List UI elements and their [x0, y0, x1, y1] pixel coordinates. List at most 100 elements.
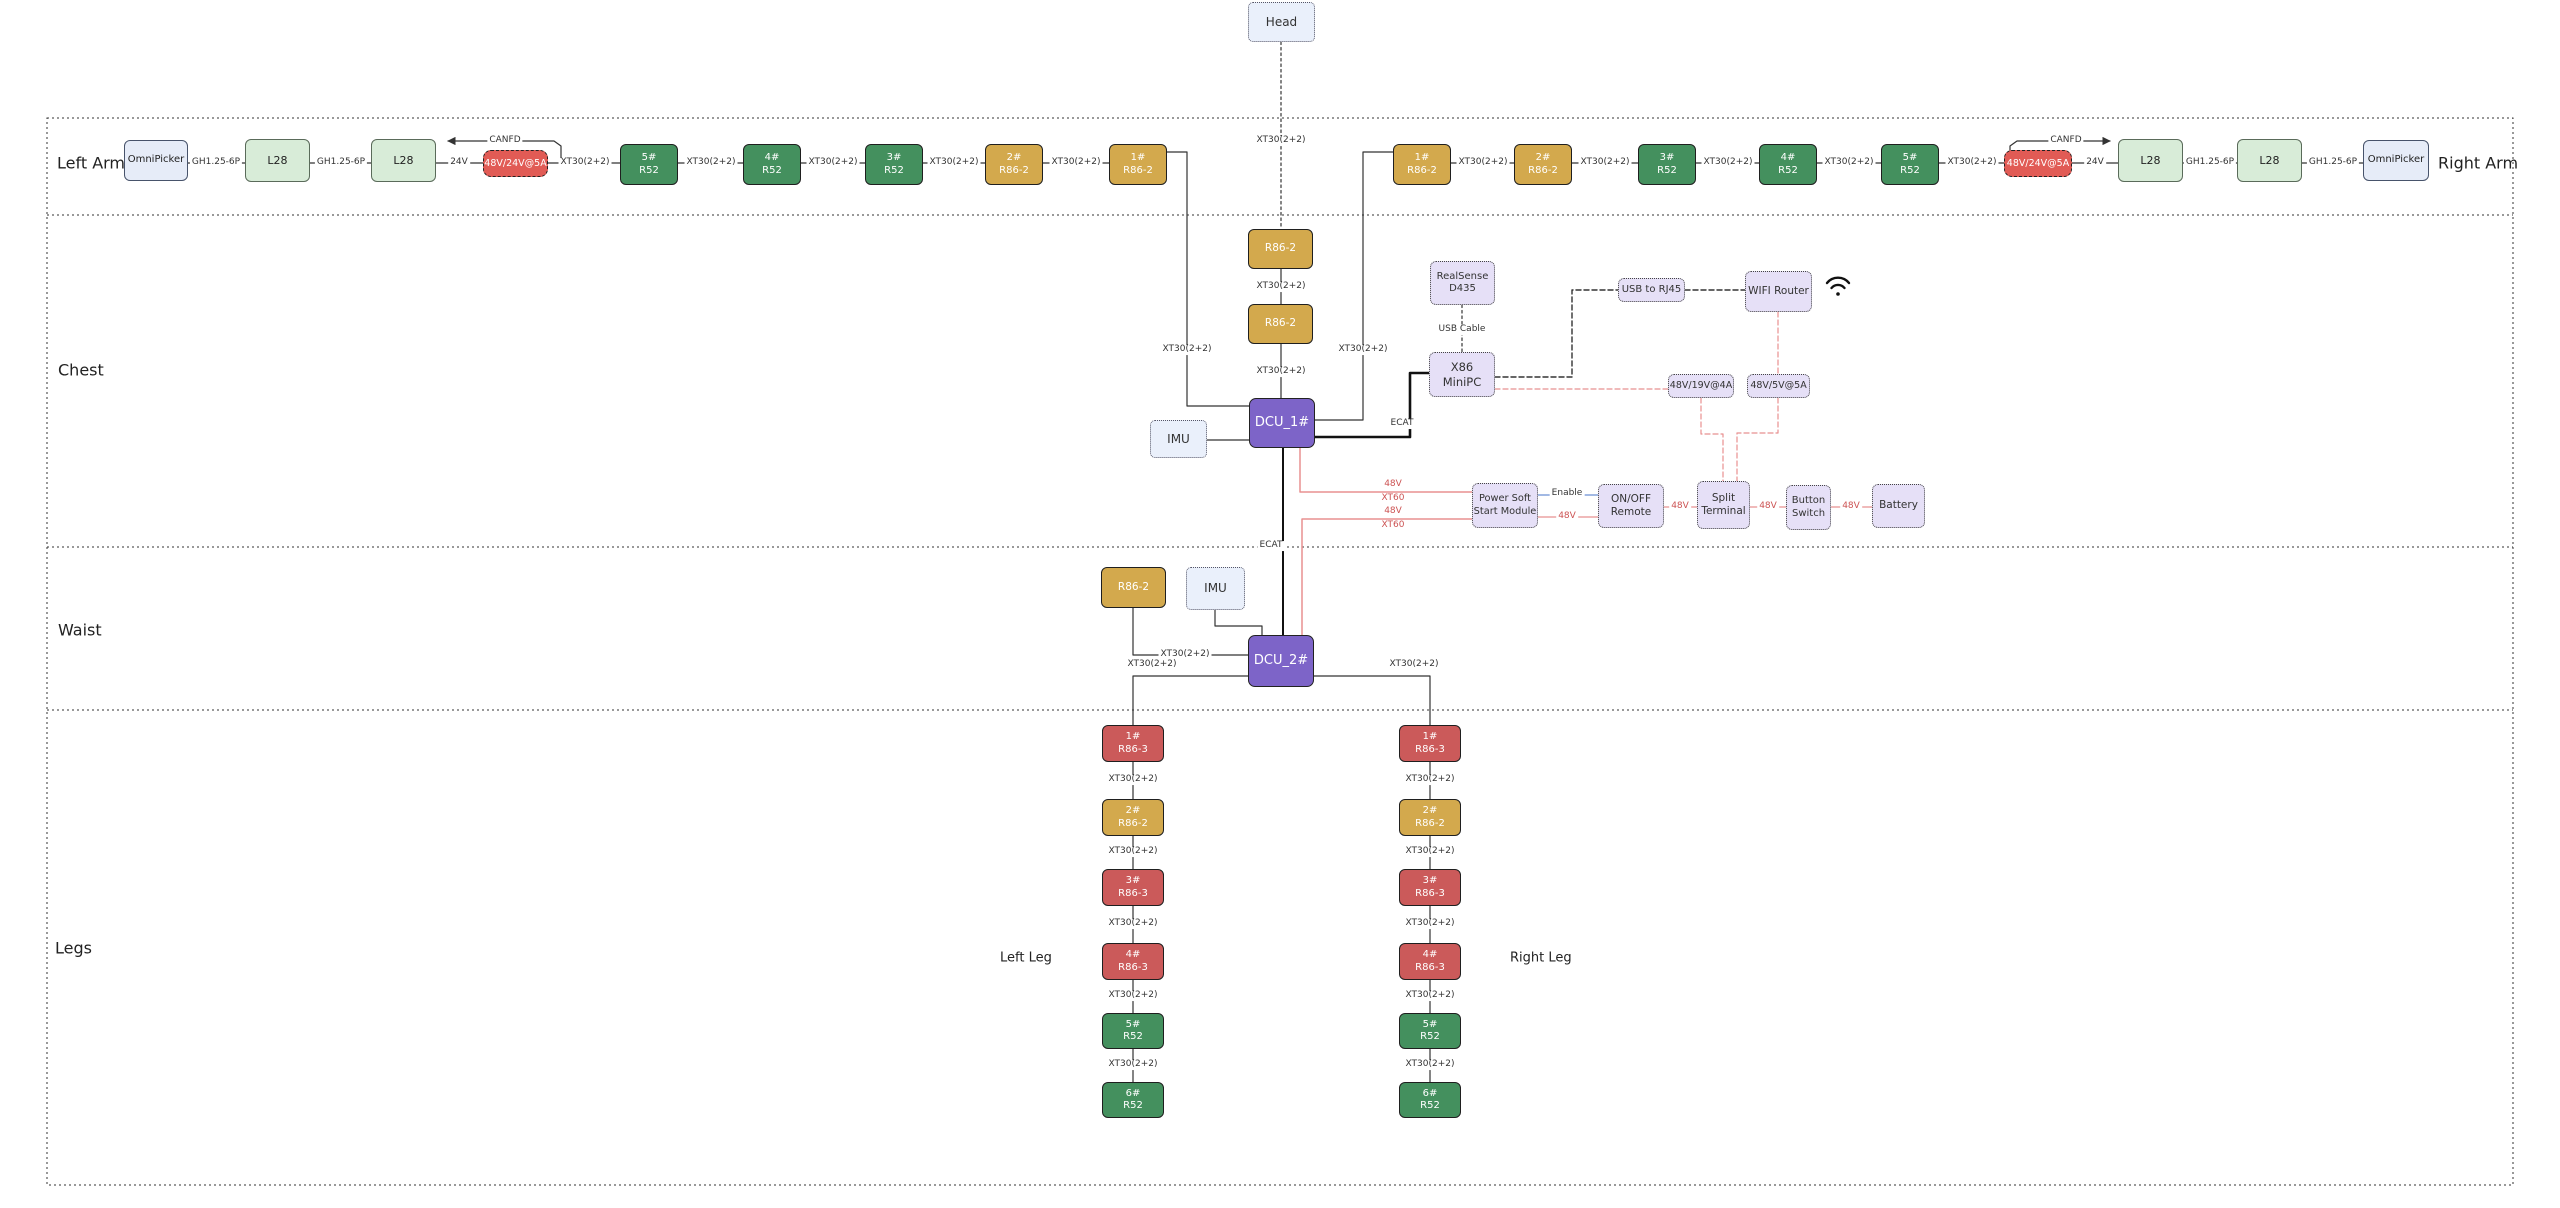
node-label: Start Module	[1473, 505, 1537, 517]
wire-label: XT30(2+2)	[1106, 990, 1160, 1001]
wire-label: GH1.25-6P	[314, 157, 368, 168]
node-label: OmniPicker	[2367, 154, 2425, 166]
node-psu-right: 48V/24V@5A	[2004, 150, 2072, 177]
node-label: 5#	[641, 152, 657, 163]
node-label: 4#	[1422, 949, 1438, 960]
wire-label: GH1.25-6P	[189, 157, 243, 168]
node-label: 48V/19V@4A	[1669, 380, 1733, 392]
node-label: R86-2	[1264, 317, 1297, 330]
wire-arm1-dcu1-left	[1166, 151, 1250, 407]
node-label: 4#	[1780, 152, 1796, 163]
node-l28-right-inner: L28	[2118, 139, 2183, 182]
wire-label: Enable	[1549, 488, 1585, 499]
node-arm-right-1: 1# R86-2	[1393, 144, 1451, 185]
node-head: Head	[1248, 2, 1315, 42]
node-label: R52	[639, 164, 659, 176]
node-omnipicker-right: OmniPicker	[2363, 140, 2429, 181]
node-label: R52	[1657, 164, 1677, 176]
wire-label: XT60	[1379, 520, 1407, 531]
node-label: Button	[1791, 495, 1826, 506]
node-arm-right-4: 4# R52	[1759, 144, 1817, 185]
node-label: 48V/24V@5A	[2006, 157, 2070, 169]
node-arm-left-1: 1# R86-2	[1109, 144, 1167, 185]
wire-label: XT30(2+2)	[1254, 281, 1308, 292]
wire-label: XT30(2+2)	[1822, 157, 1876, 168]
wire-label: 24V	[448, 157, 470, 168]
node-wifi-router: WIFI Router	[1745, 271, 1812, 312]
node-label: 2#	[1125, 805, 1141, 816]
node-leg-right-2: 2# R86-2	[1399, 799, 1461, 836]
node-leg-right-6: 6# R52	[1399, 1082, 1461, 1118]
node-imu-chest: IMU	[1150, 420, 1207, 458]
wire-label: XT30(2+2)	[1125, 659, 1179, 670]
wire-label: GH1.25-6P	[2306, 157, 2360, 168]
node-label: R52	[1420, 1031, 1440, 1042]
node-label: L28	[2259, 153, 2280, 167]
wire-label: XT30(2+2)	[558, 157, 612, 168]
wire-label: USB Cable	[1436, 324, 1488, 335]
wire-label: 48V	[1382, 479, 1404, 490]
node-power-soft-start-module: Power Soft Start Module	[1472, 483, 1538, 528]
wire-label: 48V	[1757, 501, 1779, 512]
wire-conv5v-split	[1736, 397, 1779, 482]
wire-conv19v-split	[1700, 397, 1724, 482]
wire-48v-dcu1-pssm	[1299, 447, 1473, 493]
node-label: DCU_1#	[1254, 414, 1310, 430]
wire-label: XT30(2+2)	[1403, 846, 1457, 857]
node-label: 2#	[1535, 152, 1551, 163]
wire-label: 48V	[1382, 506, 1404, 517]
node-leg-left-2: 2# R86-2	[1102, 799, 1164, 836]
node-dcu-2: DCU_2#	[1248, 635, 1314, 687]
wire-label: XT30(2+2)	[1254, 366, 1308, 377]
wire-label: XT60	[1379, 493, 1407, 504]
node-label: MiniPC	[1442, 374, 1482, 389]
node-label: L28	[267, 153, 288, 167]
node-l28-left-inner: L28	[371, 139, 436, 182]
node-label: 3#	[1659, 152, 1675, 163]
node-leg-left-4: 4# R86-3	[1102, 943, 1164, 980]
wire-label: 48V	[1840, 501, 1862, 512]
node-label: 2#	[1006, 152, 1022, 163]
wire-label: XT30(2+2)	[1106, 918, 1160, 929]
wire-label: XT30(2+2)	[1403, 918, 1457, 929]
wire-label: XT30(2+2)	[1578, 157, 1632, 168]
node-label: R86-2	[999, 164, 1029, 176]
node-label: R86-2	[1415, 817, 1445, 829]
wire-label: 48V	[1669, 501, 1691, 512]
node-label: 1#	[1414, 152, 1430, 163]
wire-label: 48V	[1556, 511, 1578, 522]
node-label: R86-3	[1118, 743, 1148, 755]
wire-dcu2-rightleg	[1313, 675, 1431, 726]
wire-label: XT30(2+2)	[1049, 157, 1103, 168]
wire-ecat-dcu1-x86	[1313, 371, 1431, 439]
wire-label: XT30(2+2)	[1106, 846, 1160, 857]
wire-label: XT30(2+2)	[1403, 774, 1457, 785]
node-label: Split	[1711, 491, 1736, 504]
node-label: R52	[1420, 1100, 1440, 1111]
node-label: R86-3	[1415, 961, 1445, 973]
node-usb-to-rj45: USB to RJ45	[1618, 278, 1685, 302]
node-conv-48v-5v: 48V/5V@5A	[1747, 374, 1810, 398]
node-label: R52	[1123, 1031, 1143, 1042]
node-label: R86-3	[1118, 887, 1148, 899]
node-label: R86-2	[1123, 164, 1153, 176]
node-label: R52	[1123, 1100, 1143, 1111]
wire-label: XT30(2+2)	[1106, 1059, 1160, 1070]
node-label: R86-3	[1415, 743, 1445, 755]
node-label: L28	[393, 153, 414, 167]
node-arm-left-5: 5# R52	[620, 144, 678, 185]
node-label: Switch	[1791, 507, 1826, 519]
section-label-chest: Chest	[58, 360, 104, 380]
node-arm-left-4: 4# R52	[743, 144, 801, 185]
wire-label: XT30(2+2)	[1945, 157, 1999, 168]
wire-label: XT30(2+2)	[1254, 135, 1308, 146]
node-label: DCU_2#	[1253, 652, 1309, 668]
node-leg-right-3: 3# R86-3	[1399, 869, 1461, 906]
node-leg-left-1: 1# R86-3	[1102, 725, 1164, 762]
node-l28-left-outer: L28	[245, 139, 310, 182]
node-split-terminal: Split Terminal	[1697, 481, 1750, 529]
node-label: 3#	[1422, 875, 1438, 886]
wire-label: XT30(2+2)	[1403, 1059, 1457, 1070]
section-label-left-arm: Left Arm	[57, 153, 126, 173]
